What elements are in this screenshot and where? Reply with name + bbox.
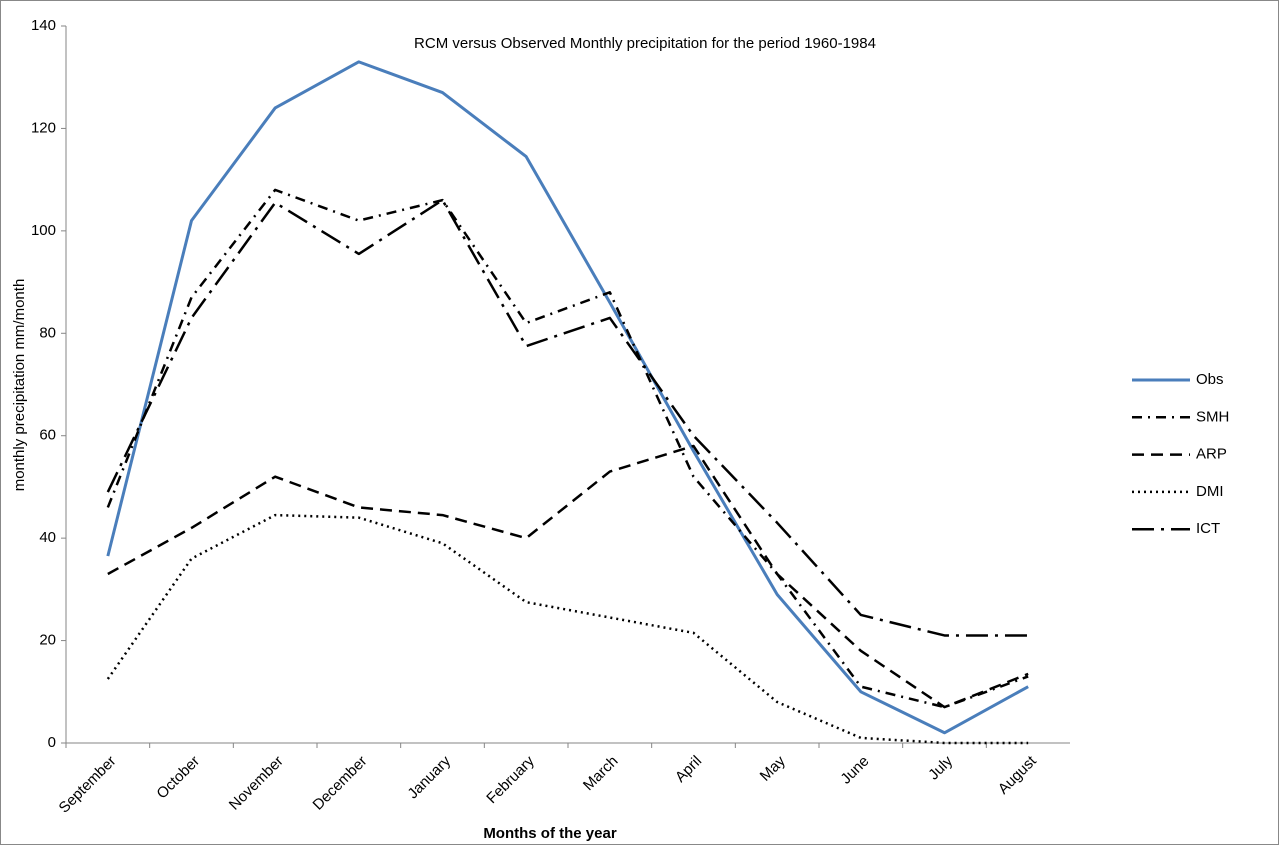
legend-label: SMH <box>1196 408 1229 425</box>
legend-label: Obs <box>1196 371 1224 388</box>
y-tick-label: 140 <box>31 17 56 34</box>
y-tick-label: 0 <box>48 734 56 751</box>
legend-label: ICT <box>1196 520 1220 537</box>
series-line <box>106 198 1029 637</box>
x-axis-label: Months of the year <box>483 825 617 842</box>
y-tick-label: 60 <box>39 427 56 444</box>
chart-title: RCM versus Observed Monthly precipitatio… <box>414 35 876 52</box>
y-axis-label: monthly precipitation mm/month <box>11 279 28 492</box>
y-tick-label: 120 <box>31 119 56 136</box>
series-line <box>107 444 1029 709</box>
y-tick-label: 100 <box>31 222 56 239</box>
series-line <box>106 188 1029 709</box>
legend-label: ARP <box>1196 446 1227 463</box>
legend-label: DMI <box>1196 483 1224 500</box>
y-tick-label: 20 <box>39 632 56 649</box>
y-tick-label: 40 <box>39 529 56 546</box>
series-line <box>106 60 1029 735</box>
y-tick-label: 80 <box>39 324 56 341</box>
